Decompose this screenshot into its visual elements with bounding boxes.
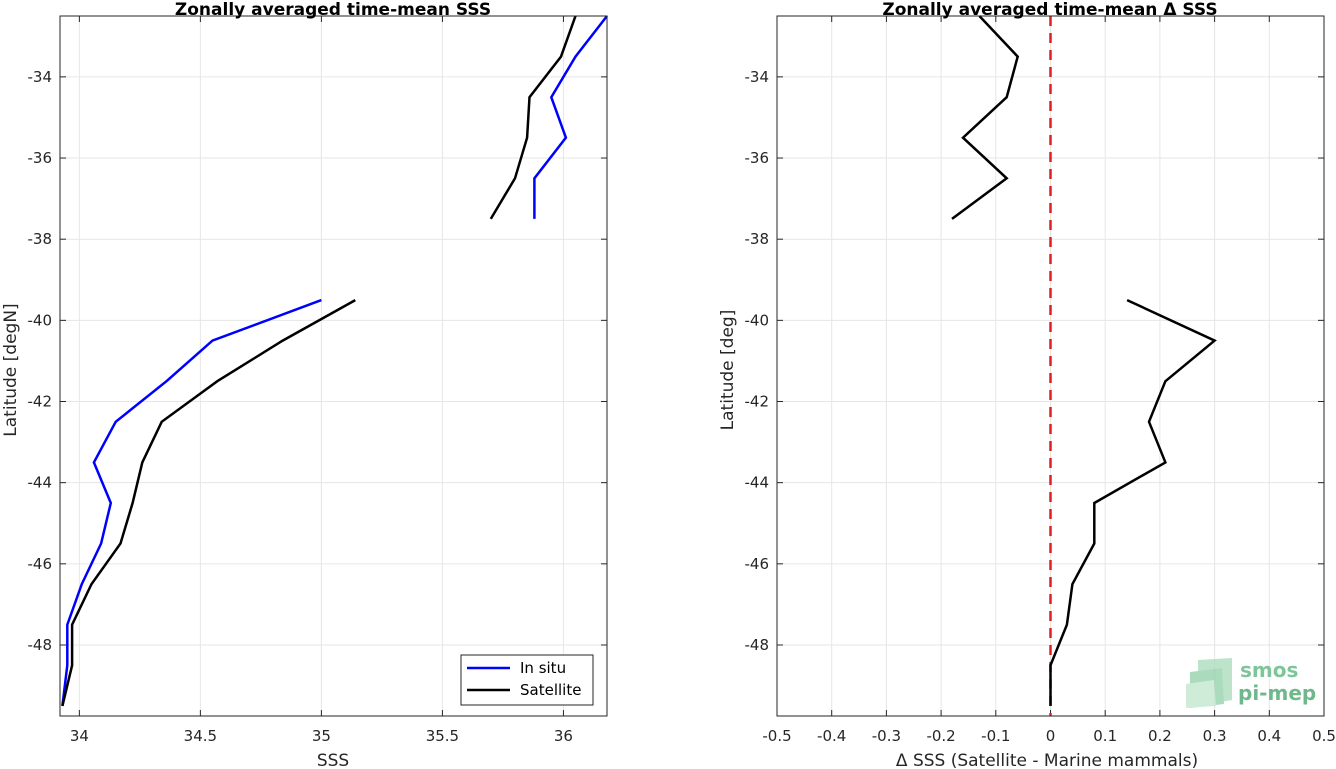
delta-series-delta-segment-1 bbox=[1049, 298, 1217, 706]
sss-x-tick-label: 35.5 bbox=[426, 727, 459, 745]
sss-y-tick-label: -46 bbox=[28, 555, 53, 573]
delta-y-tick-label: -48 bbox=[745, 636, 770, 654]
legend-box bbox=[460, 654, 594, 706]
delta-y-axis-label: Latitude [deg] bbox=[718, 310, 738, 431]
delta-x-tick-label: -0.1 bbox=[981, 727, 1010, 745]
sss-series-satellite-segment-0 bbox=[489, 15, 577, 220]
delta-x-tick-label: -0.2 bbox=[926, 727, 955, 745]
sss-x-tick-label: 34 bbox=[70, 727, 89, 745]
delta-lines bbox=[951, 15, 1217, 716]
sss-series-satellite-segment-1 bbox=[61, 299, 356, 707]
legend: In situ Satellite bbox=[460, 654, 594, 706]
sss-y-tick-label: -44 bbox=[28, 474, 53, 492]
sss-series-in-situ-segment-1 bbox=[61, 298, 322, 707]
delta-x-tick-label: 0.3 bbox=[1203, 727, 1227, 745]
sss-y-tick-label: -36 bbox=[28, 149, 53, 167]
delta-y-tick-label: -36 bbox=[745, 149, 770, 167]
sss-lines bbox=[61, 15, 608, 707]
delta-y-tick-label: -34 bbox=[745, 68, 770, 86]
sss-x-tick-label: 34.5 bbox=[184, 727, 217, 745]
delta-x-axis-label: Δ SSS (Satellite - Marine mammals) bbox=[896, 751, 1198, 769]
sss-y-axis-label: Latitude [degN] bbox=[1, 303, 21, 436]
sss-y-tick-label: -40 bbox=[28, 311, 53, 329]
delta-x-tick-label: -0.4 bbox=[817, 727, 846, 745]
sss-y-tick-label: -48 bbox=[28, 636, 53, 654]
sss-panel: 34 34.5 35 35.5 36 -48 -46 -44 -42 -40 -38 -36 -34 Z… bbox=[1, 0, 608, 769]
delta-y-tick-label: -44 bbox=[745, 474, 770, 492]
delta-y-tick-label: -40 bbox=[745, 311, 770, 329]
logo-text-smos: smos bbox=[1240, 658, 1298, 682]
delta-x-tick-label: 0.4 bbox=[1257, 727, 1281, 745]
sss-chart-title: Zonally averaged time-mean SSS bbox=[175, 0, 491, 20]
delta-x-tick-label: 0.5 bbox=[1312, 727, 1336, 745]
sss-x-tick-label: 35 bbox=[312, 727, 331, 745]
sss-x-tick-label: 36 bbox=[554, 727, 573, 745]
sss-axes-box bbox=[59, 15, 608, 717]
delta-sss-panel: -0.5 -0.4 -0.3 -0.2 -0.1 0 0.1 0.2 0.3 0.4 0.5 -48 -… bbox=[718, 0, 1336, 769]
delta-chart-title: Zonally averaged time-mean Δ SSS bbox=[882, 0, 1217, 20]
delta-x-tick-label: 0.1 bbox=[1093, 727, 1117, 745]
delta-x-tick-label: -0.3 bbox=[872, 727, 901, 745]
sss-y-tick-label: -34 bbox=[28, 68, 53, 86]
delta-x-tick-label: -0.5 bbox=[762, 727, 791, 745]
sss-x-axis-label: SSS bbox=[317, 751, 349, 769]
logo-wave-graphic bbox=[1186, 658, 1232, 708]
delta-x-tick-label: 0.2 bbox=[1148, 727, 1172, 745]
sss-grid bbox=[60, 16, 607, 716]
sss-series-in-situ-segment-0 bbox=[533, 15, 608, 219]
delta-axes-box bbox=[776, 15, 1325, 717]
smos-pi-mep-logo: smos pi-mep bbox=[1186, 658, 1316, 708]
delta-ticks: -0.5 -0.4 -0.3 -0.2 -0.1 0 0.1 0.2 0.3 0.4 0.5 -48 -… bbox=[745, 16, 1336, 745]
legend-in-situ-label: In situ bbox=[520, 659, 566, 677]
sss-ticks: 34 34.5 35 35.5 36 -48 -46 -44 -42 -40 -38 -36 -34 bbox=[28, 16, 607, 745]
delta-y-tick-label: -46 bbox=[745, 555, 770, 573]
logo-text-pi-mep: pi-mep bbox=[1238, 681, 1316, 705]
delta-x-tick-label: 0 bbox=[1046, 727, 1056, 745]
delta-y-tick-label: -38 bbox=[745, 230, 770, 248]
sss-y-tick-label: -42 bbox=[28, 393, 53, 411]
sss-plot-area bbox=[60, 16, 607, 716]
legend-satellite-label: Satellite bbox=[520, 681, 581, 699]
delta-series-delta-segment-0 bbox=[951, 15, 1020, 220]
delta-y-tick-label: -42 bbox=[745, 393, 770, 411]
sss-y-tick-label: -38 bbox=[28, 230, 53, 248]
